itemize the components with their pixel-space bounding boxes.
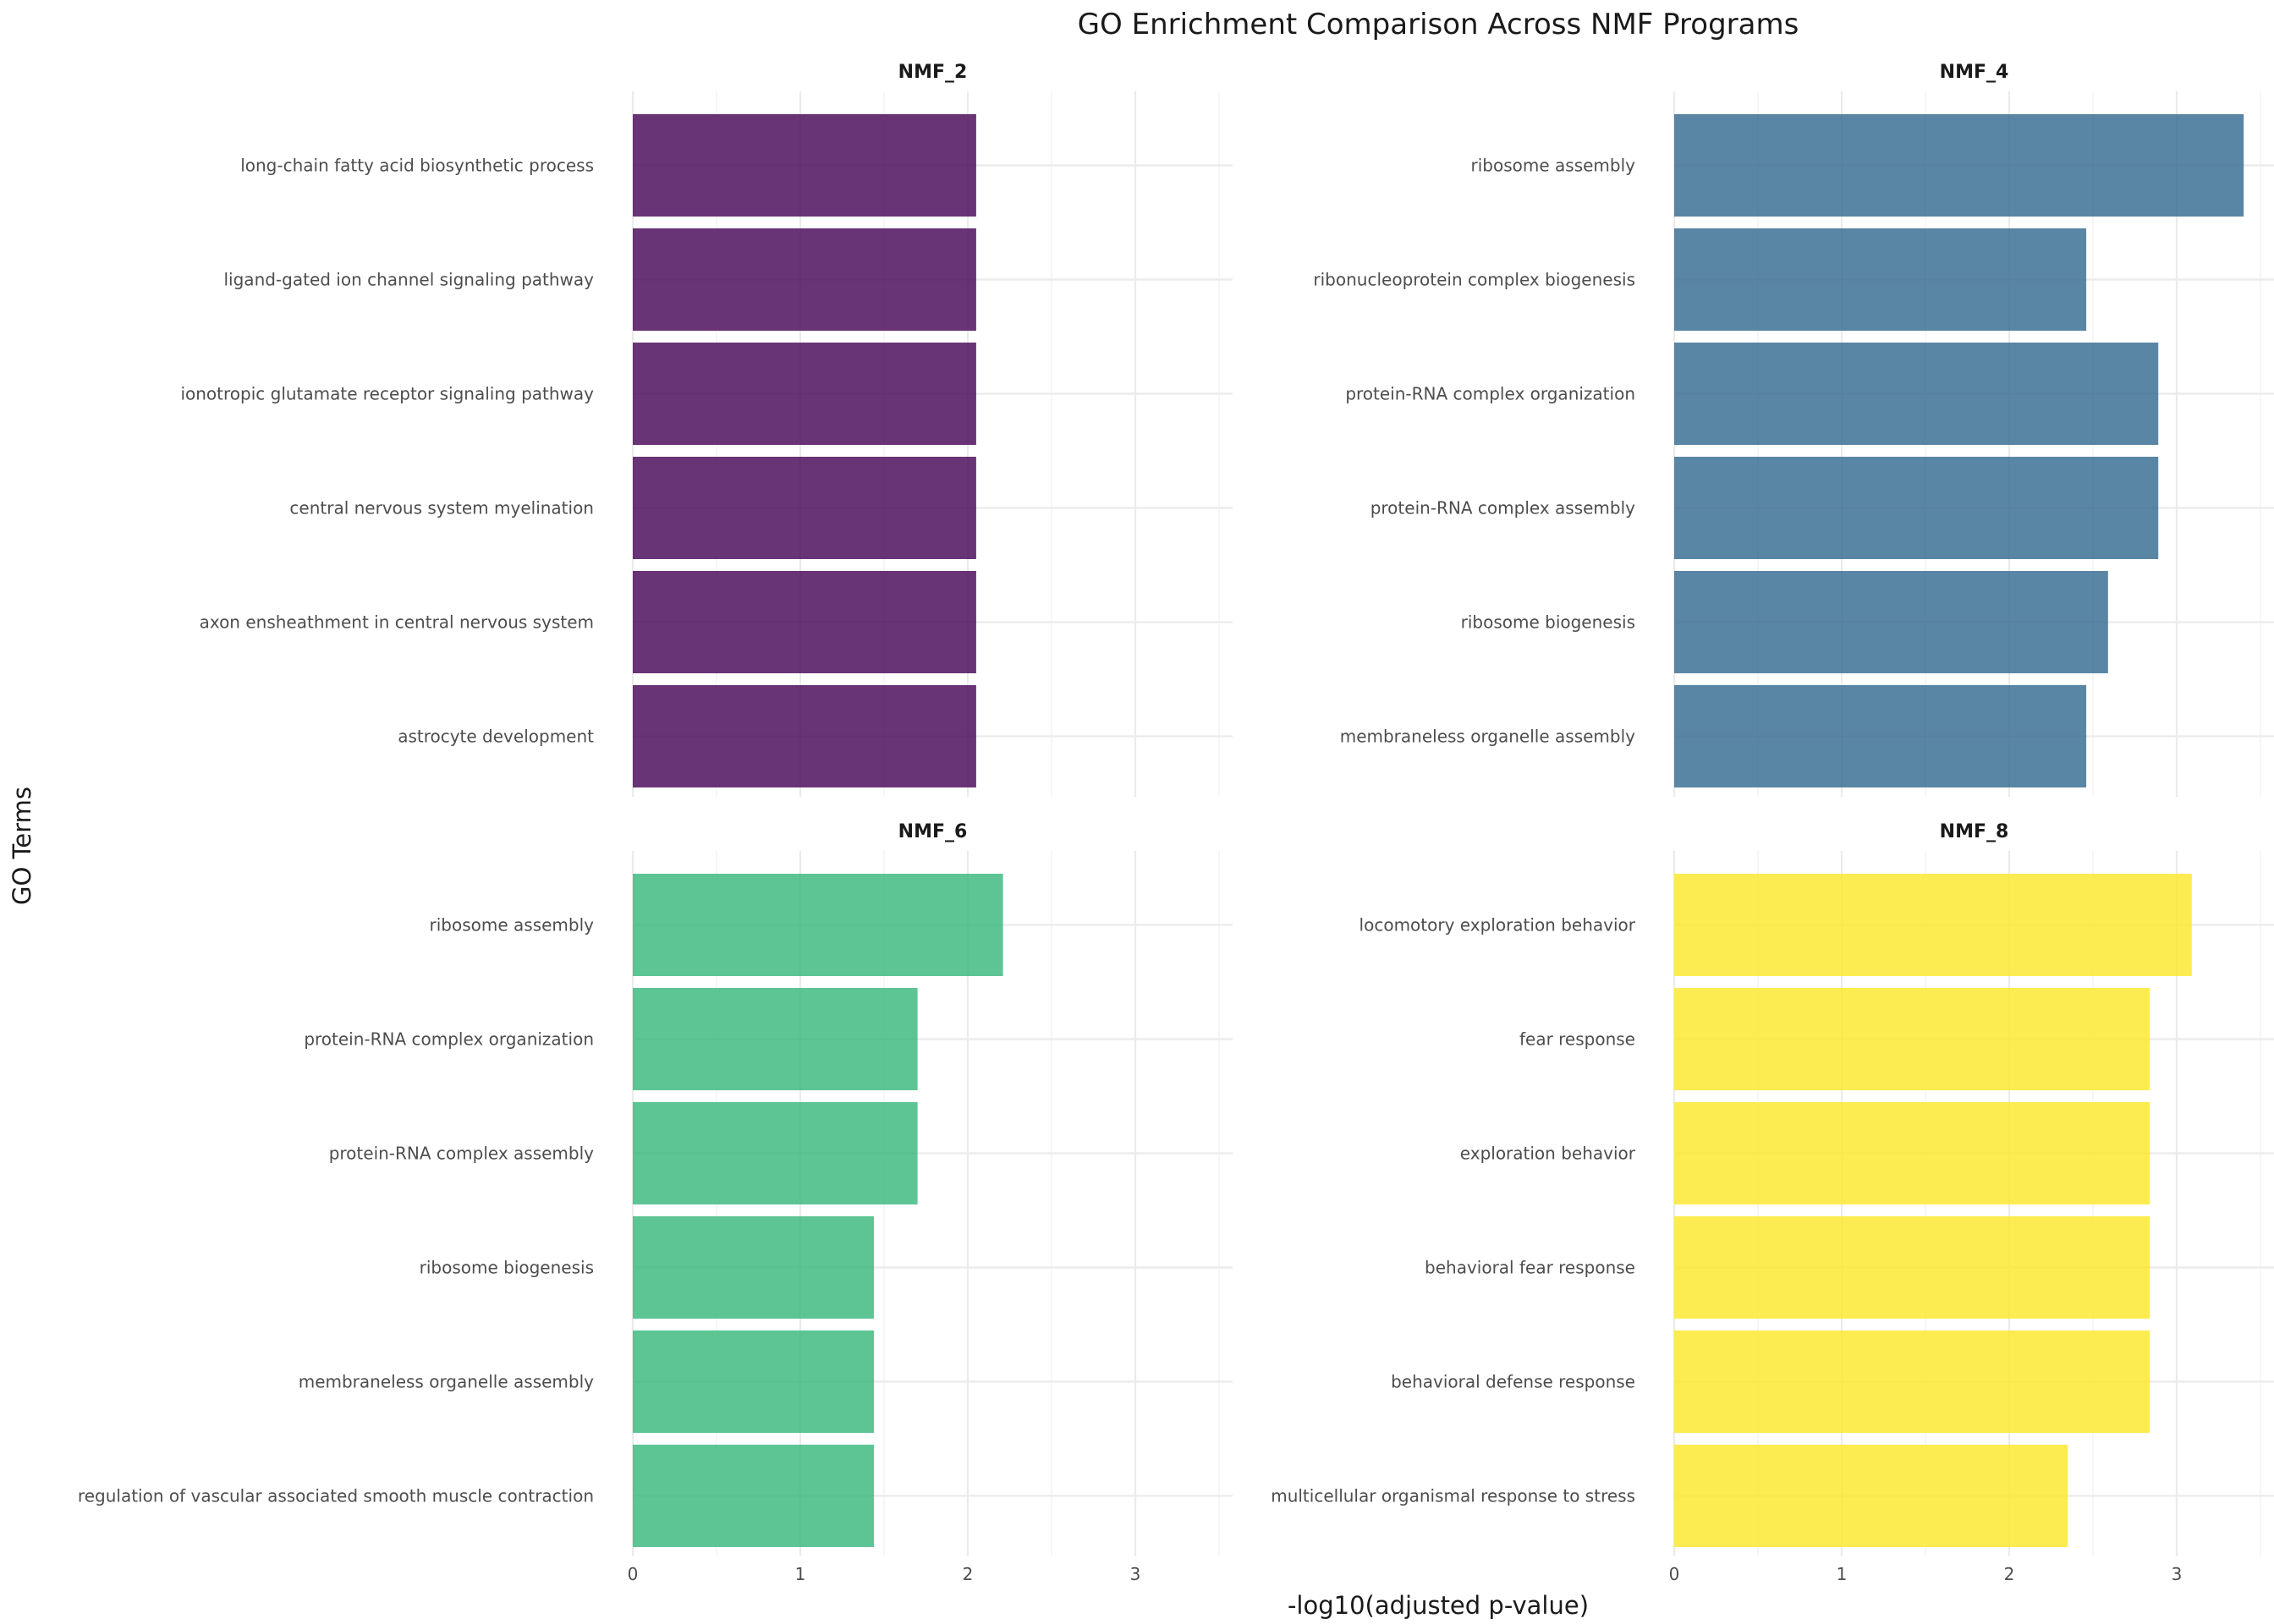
category-label: exploration behavior xyxy=(1460,1144,1636,1164)
facet-strip-label: NMF_2 xyxy=(898,62,968,83)
panel-nmf-4: NMF_4 ribosome assembly ribonucleoprotein … xyxy=(1313,62,2274,797)
category-label: axon ensheathment in central nervous sys… xyxy=(200,612,594,633)
category-label: regulation of vascular associated smooth… xyxy=(78,1486,594,1506)
bar-nmf-6-3 xyxy=(633,1102,918,1204)
category-label: long-chain fatty acid biosynthetic proce… xyxy=(240,156,594,176)
bar-nmf-4-4 xyxy=(1674,457,2159,559)
bar-nmf-6-6 xyxy=(633,1445,875,1547)
bar-nmf-8-4 xyxy=(1674,1216,2150,1319)
category-label: ribosome assembly xyxy=(430,915,595,935)
category-label: ligand-gated ion channel signaling pathw… xyxy=(224,270,595,290)
category-label: ribosome biogenesis xyxy=(420,1258,594,1278)
bar-nmf-4-6 xyxy=(1674,685,2087,787)
x-tick-label: 0 xyxy=(1669,1564,1680,1584)
category-label: multicellular organismal response to str… xyxy=(1271,1486,1635,1506)
x-axis-label: -log10(adjusted p-value) xyxy=(1288,1591,1589,1620)
category-label: ionotropic glutamate receptor signaling … xyxy=(180,384,594,404)
x-tick-label: 0 xyxy=(628,1564,639,1584)
bar-nmf-4-1 xyxy=(1674,114,2244,217)
facet-strip-label: NMF_6 xyxy=(898,821,968,842)
x-tick-label: 1 xyxy=(1837,1564,1848,1584)
x-tick-label: 3 xyxy=(1130,1564,1141,1584)
facet-strip-label: NMF_8 xyxy=(1940,821,2009,842)
bar-nmf-8-6 xyxy=(1674,1445,2068,1547)
chart-title: GO Enrichment Comparison Across NMF Prog… xyxy=(1078,8,1799,41)
bar-nmf-2-1 xyxy=(633,114,976,217)
x-tick-label: 1 xyxy=(795,1564,806,1584)
bar-nmf-6-5 xyxy=(633,1330,875,1433)
bar-nmf-8-2 xyxy=(1674,988,2150,1090)
category-label: protein-RNA complex assembly xyxy=(1370,498,1635,518)
facet-panels: NMF_2 long-chain fatty acid biosynthetic … xyxy=(78,62,2274,1584)
category-label: ribosome biogenesis xyxy=(1461,612,1635,633)
category-label: fear response xyxy=(1519,1029,1635,1050)
x-tick-label: 2 xyxy=(963,1564,974,1584)
bar-nmf-6-1 xyxy=(633,874,1003,976)
category-label: locomotory exploration behavior xyxy=(1359,915,1636,935)
bar-nmf-2-5 xyxy=(633,571,976,673)
bar-nmf-8-1 xyxy=(1674,874,2192,976)
category-label: astrocyte development xyxy=(398,727,594,747)
category-label: behavioral defense response xyxy=(1391,1372,1635,1392)
x-tick-label: 2 xyxy=(2004,1564,2015,1584)
category-label: membraneless organelle assembly xyxy=(299,1372,594,1392)
panel-nmf-6: NMF_6 ribosome assembly protein-RNA comple… xyxy=(78,821,1233,1584)
bar-nmf-6-4 xyxy=(633,1216,875,1319)
category-label: membraneless organelle assembly xyxy=(1340,727,1635,747)
category-label: ribosome assembly xyxy=(1471,156,1636,176)
y-axis-label: GO Terms xyxy=(8,787,36,905)
bar-nmf-2-6 xyxy=(633,685,976,787)
category-label: protein-RNA complex assembly xyxy=(329,1144,594,1164)
category-label: protein-RNA complex organization xyxy=(1345,384,1635,404)
bar-nmf-4-3 xyxy=(1674,343,2159,445)
category-label: central nervous system myelination xyxy=(289,498,594,518)
bar-nmf-2-4 xyxy=(633,457,976,559)
category-label: ribonucleoprotein complex biogenesis xyxy=(1313,270,1635,290)
panel-nmf-2: NMF_2 long-chain fatty acid biosynthetic … xyxy=(180,62,1233,797)
bar-nmf-2-3 xyxy=(633,343,976,445)
panel-nmf-8: NMF_8 locomotory exploration behavior fear… xyxy=(1271,821,2274,1584)
x-tick-label: 3 xyxy=(2172,1564,2183,1584)
bar-nmf-8-5 xyxy=(1674,1330,2150,1433)
bar-nmf-4-5 xyxy=(1674,571,2108,673)
bar-nmf-4-2 xyxy=(1674,228,2087,331)
category-label: behavioral fear response xyxy=(1425,1258,1635,1278)
facet-strip-label: NMF_4 xyxy=(1940,62,2009,83)
bar-nmf-8-3 xyxy=(1674,1102,2150,1204)
bar-nmf-2-2 xyxy=(633,228,976,331)
bar-nmf-6-2 xyxy=(633,988,918,1090)
category-label: protein-RNA complex organization xyxy=(304,1029,594,1050)
